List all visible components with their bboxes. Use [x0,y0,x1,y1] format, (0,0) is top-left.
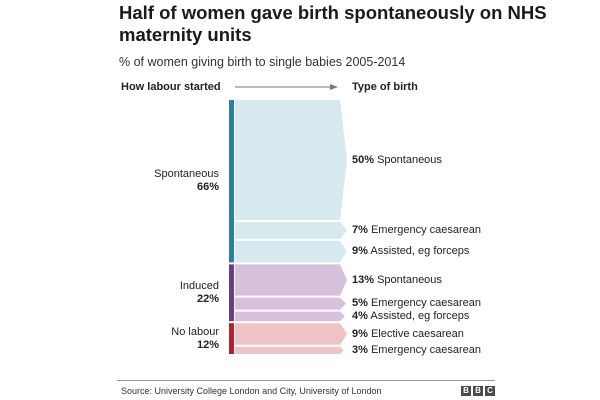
flow-band [235,311,345,322]
target-label: 4% Assisted, eg forceps [352,310,469,323]
flow-band [235,222,347,239]
bbc-logo: B B C [461,386,495,396]
target-label: 13% Spontaneous [352,274,442,287]
source-name: Spontaneous [154,168,219,181]
source-bar [229,323,234,354]
source-name: No labour [171,325,219,338]
source-percent: 22% [196,292,219,305]
source-bar [229,100,234,263]
flow-band [235,346,344,354]
header-arrow [235,84,338,90]
column-header-right: Type of birth [352,81,418,93]
source-percent: 66% [196,181,219,194]
target-name: Spontaneous [374,153,442,166]
target-name: Spontaneous [374,273,442,286]
flow-band [235,297,346,310]
target-label: 7% Emergency caesarean [352,224,481,237]
target-percent: 9% [352,245,368,258]
source-label: Spontaneous 66% [109,168,219,194]
source-name: Induced [179,279,219,292]
target-percent: 7% [352,223,368,236]
flow-band [235,100,347,220]
arrow-head-icon [330,84,338,90]
column-header-left: How labour started [121,81,221,93]
source-label: Induced 22% [109,280,219,306]
target-name: Assisted, eg forceps [367,309,470,322]
source-note: Source: University College London and Ci… [121,386,382,396]
target-label: 50% Spontaneous [352,154,442,167]
target-name: Elective caesarean [367,327,464,340]
target-name: Emergency caesarean [367,297,482,310]
target-label: 9% Elective caesarean [352,328,464,341]
target-name: Emergency caesarean [367,343,482,356]
flow-band [235,264,347,296]
source-label: No labour 12% [109,326,219,352]
bbc-logo-letter: C [485,386,495,396]
bbc-logo-letter: B [461,386,471,396]
target-label: 5% Emergency caesarean [352,297,481,310]
subtitle: % of women giving birth to single babies… [119,55,406,69]
target-name: Assisted, eg forceps [367,245,470,258]
target-name: Emergency caesarean [367,223,482,236]
bbc-logo-letter: B [473,386,483,396]
flow-band [235,240,347,263]
target-percent: 5% [352,297,368,310]
source-percent: 12% [196,338,219,351]
footer-divider [117,380,495,381]
page-title: Half of women gave birth spontaneously o… [119,2,547,45]
target-label: 9% Assisted, eg forceps [352,245,469,258]
target-percent: 3% [352,343,368,356]
target-percent: 9% [352,327,368,340]
target-percent: 4% [352,309,368,322]
target-percent: 13% [352,273,375,286]
target-label: 3% Emergency caesarean [352,344,481,357]
target-percent: 50% [352,153,375,166]
flow-band [235,323,347,345]
source-bar [229,264,234,322]
